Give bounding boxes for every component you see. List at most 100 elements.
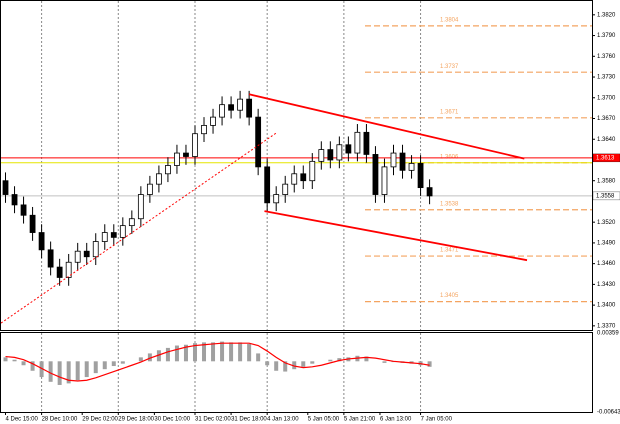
candle-body — [38, 232, 45, 251]
candle-body — [165, 165, 171, 175]
candle-body — [56, 266, 63, 278]
macd-bar — [310, 361, 315, 364]
fib-label: 1.3538 — [440, 201, 459, 207]
macd-bar — [265, 361, 270, 366]
macd-tick-label: 0.00359 — [597, 331, 619, 337]
candle-body — [128, 218, 135, 227]
price-label: 1.3558 — [596, 193, 615, 199]
candle-body — [381, 166, 388, 195]
macd-frame — [0, 332, 593, 413]
macd-bar — [39, 361, 44, 378]
macd-bar — [84, 361, 89, 378]
fib-label: 1.3405 — [440, 293, 459, 299]
macd-bar — [247, 343, 252, 362]
y-tick-label: 1.3820 — [597, 12, 616, 18]
macd-bar — [147, 353, 152, 362]
candle-body — [264, 166, 271, 204]
macd-bar — [102, 361, 107, 370]
macd-bar — [364, 356, 369, 362]
candle-body — [327, 149, 334, 161]
candle-body — [390, 152, 397, 168]
y-tick-label: 1.3490 — [597, 240, 616, 246]
macd-bar — [138, 357, 143, 362]
candle-body — [74, 250, 81, 263]
candle-body — [20, 204, 27, 216]
x-tick-label: 5 Jan 21:00 — [344, 417, 376, 423]
candle-body — [2, 180, 9, 195]
macd-bar — [30, 361, 35, 371]
candle-body — [174, 152, 180, 166]
macd-bar — [75, 361, 80, 381]
macd-bar — [427, 361, 432, 367]
macd-bar — [66, 361, 71, 384]
candle-body — [282, 183, 289, 195]
macd-bar — [12, 359, 17, 362]
macd-bar — [238, 342, 243, 362]
macd-bar — [183, 344, 188, 362]
y-tick-label: 1.3460 — [597, 261, 616, 267]
candle-body — [119, 225, 126, 238]
candle-body — [228, 104, 234, 111]
candle-body — [408, 163, 415, 171]
macd-bar — [174, 345, 179, 362]
trend-line — [0, 132, 277, 324]
y-tick-label: 1.3520 — [597, 220, 616, 226]
macd-signal — [5, 342, 430, 382]
candle-body — [83, 250, 90, 258]
candle-body — [146, 183, 153, 195]
fib-label: 1.3606 — [440, 154, 459, 160]
candle-body — [29, 214, 36, 233]
candle-body — [183, 152, 189, 157]
candle-body — [201, 125, 207, 135]
candle-body — [210, 116, 216, 126]
y-tick-label: 1.3370 — [597, 323, 616, 329]
macd-bar — [156, 350, 161, 362]
macd-bar — [283, 361, 288, 372]
y-tick-label: 1.3640 — [597, 137, 616, 143]
x-tick-label: 6 Jan 13:00 — [380, 417, 412, 423]
macd-bar — [111, 361, 116, 367]
candle-body — [219, 104, 225, 118]
candle-body — [363, 131, 370, 155]
x-tick-label: 28 Dec 10:00 — [42, 417, 78, 423]
macd-bar — [292, 361, 297, 370]
candle-body — [156, 173, 162, 185]
macd-bar — [229, 342, 234, 362]
candle-body — [255, 116, 262, 168]
candle-body — [291, 173, 298, 185]
trend-line — [248, 93, 525, 160]
fib-label: 1.3737 — [440, 64, 459, 70]
y-tick-label: 1.3760 — [597, 54, 616, 60]
candle-body — [273, 194, 280, 204]
macd-bar — [21, 361, 26, 366]
x-tick-label: 7 Jan 05:00 — [421, 417, 453, 423]
x-tick-label: 5 Jan 05:00 — [308, 417, 340, 423]
candle-body — [318, 149, 325, 162]
macd-bar — [120, 361, 125, 364]
x-tick-label: 4 Dec 15:00 — [6, 417, 39, 423]
price-label: 1.3613 — [596, 155, 615, 161]
macd-bar — [274, 361, 279, 371]
candle-body — [192, 133, 198, 157]
y-tick-label: 1.3580 — [597, 178, 616, 184]
candle-body — [246, 98, 253, 118]
candle-body — [11, 194, 18, 206]
candle-body — [92, 241, 99, 258]
candle-body — [345, 144, 352, 154]
candle-body — [65, 261, 72, 278]
candle-body — [237, 98, 244, 111]
candle-body — [336, 144, 343, 161]
macd-bar — [256, 353, 261, 362]
macd-bar — [301, 361, 306, 367]
candle-body — [137, 194, 144, 220]
macd-bar — [337, 358, 342, 362]
y-tick-label: 1.3400 — [597, 303, 616, 309]
candle-body — [300, 173, 307, 182]
candle-body — [372, 154, 379, 195]
price-frame — [0, 0, 593, 331]
macd-tick-label: -0.00643 — [597, 410, 620, 416]
y-tick-label: 1.3670 — [597, 116, 616, 122]
macd-bar — [192, 343, 197, 362]
macd-bar — [3, 357, 8, 362]
